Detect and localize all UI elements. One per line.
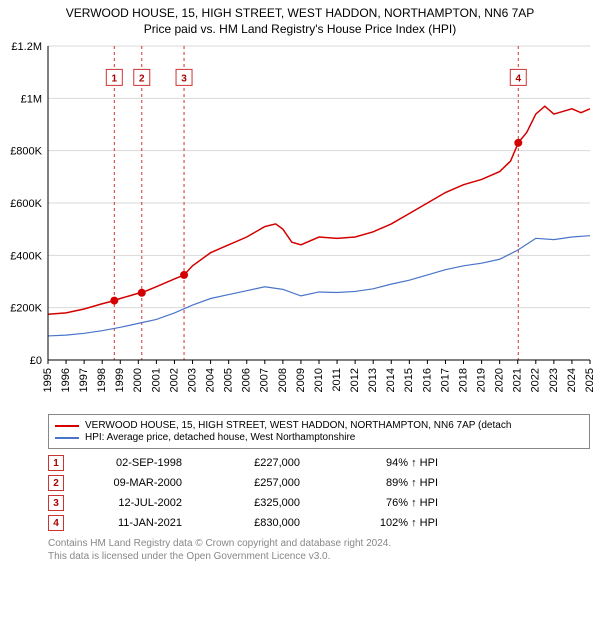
transactions-table: 1 02-SEP-1998 £227,000 94% ↑ HPI 2 09-MAR-200… bbox=[48, 455, 590, 531]
svg-text:4: 4 bbox=[515, 73, 521, 84]
price-hpi-chart: £0 £200K £400K £600K £800K £1M £1.2M 1995 1996 19… bbox=[0, 40, 600, 410]
svg-text:1998: 1998 bbox=[96, 368, 108, 392]
footer-line-2: This data is licensed under the Open Gov… bbox=[48, 550, 590, 563]
svg-text:1: 1 bbox=[112, 73, 118, 84]
transaction-price: £830,000 bbox=[200, 517, 300, 529]
chart-svg: £0 £200K £400K £600K £800K £1M £1.2M 1995 1996 19… bbox=[0, 40, 600, 410]
transaction-row: 4 11-JAN-2021 £830,000 102% ↑ HPI bbox=[48, 515, 590, 531]
legend-swatch bbox=[55, 437, 79, 439]
svg-text:£1.2M: £1.2M bbox=[11, 41, 42, 53]
svg-text:3: 3 bbox=[181, 73, 187, 84]
transaction-price: £257,000 bbox=[200, 477, 300, 489]
svg-text:2000: 2000 bbox=[132, 368, 144, 392]
svg-text:£1M: £1M bbox=[21, 93, 42, 105]
svg-text:2002: 2002 bbox=[168, 368, 180, 392]
svg-text:2011: 2011 bbox=[331, 368, 343, 392]
transaction-pct-vs-hpi: 94% ↑ HPI bbox=[318, 457, 438, 469]
svg-text:2: 2 bbox=[139, 73, 145, 84]
svg-text:2022: 2022 bbox=[530, 368, 542, 392]
svg-text:2010: 2010 bbox=[313, 368, 325, 392]
svg-text:2005: 2005 bbox=[223, 368, 235, 392]
svg-text:1997: 1997 bbox=[78, 368, 90, 392]
svg-text:£600K: £600K bbox=[10, 198, 42, 210]
transaction-row: 1 02-SEP-1998 £227,000 94% ↑ HPI bbox=[48, 455, 590, 471]
title-line-1: VERWOOD HOUSE, 15, HIGH STREET, WEST HAD… bbox=[10, 6, 590, 20]
transaction-price: £325,000 bbox=[200, 497, 300, 509]
legend-item: HPI: Average price, detached house, West… bbox=[55, 432, 583, 443]
transaction-marker: 4 bbox=[48, 515, 64, 531]
svg-text:2019: 2019 bbox=[476, 368, 488, 392]
svg-text:2013: 2013 bbox=[367, 368, 379, 392]
svg-text:£400K: £400K bbox=[10, 250, 42, 262]
svg-text:2025: 2025 bbox=[584, 368, 596, 392]
transaction-price: £227,000 bbox=[200, 457, 300, 469]
chart-titles: VERWOOD HOUSE, 15, HIGH STREET, WEST HAD… bbox=[0, 0, 600, 40]
svg-text:2014: 2014 bbox=[385, 368, 397, 392]
svg-text:£800K: £800K bbox=[10, 146, 42, 158]
title-line-2: Price paid vs. HM Land Registry's House … bbox=[10, 22, 590, 36]
svg-text:2023: 2023 bbox=[548, 368, 560, 392]
svg-text:2016: 2016 bbox=[421, 368, 433, 392]
svg-text:1996: 1996 bbox=[60, 368, 72, 392]
legend-label: VERWOOD HOUSE, 15, HIGH STREET, WEST HAD… bbox=[85, 420, 511, 431]
footer-line-1: Contains HM Land Registry data © Crown c… bbox=[48, 537, 590, 550]
svg-text:2024: 2024 bbox=[566, 368, 578, 392]
transaction-date: 11-JAN-2021 bbox=[82, 517, 182, 529]
svg-text:2020: 2020 bbox=[494, 368, 506, 392]
svg-text:2001: 2001 bbox=[150, 368, 162, 392]
transaction-date: 02-SEP-1998 bbox=[82, 457, 182, 469]
svg-text:2015: 2015 bbox=[403, 368, 415, 392]
svg-text:2012: 2012 bbox=[349, 368, 361, 392]
transaction-row: 3 12-JUL-2002 £325,000 76% ↑ HPI bbox=[48, 495, 590, 511]
svg-text:2017: 2017 bbox=[439, 368, 451, 392]
transaction-marker: 3 bbox=[48, 495, 64, 511]
transaction-pct-vs-hpi: 76% ↑ HPI bbox=[318, 497, 438, 509]
svg-text:£0: £0 bbox=[30, 355, 42, 367]
svg-text:2008: 2008 bbox=[277, 368, 289, 392]
svg-text:2009: 2009 bbox=[295, 368, 307, 392]
svg-text:1995: 1995 bbox=[42, 368, 54, 392]
svg-text:1999: 1999 bbox=[114, 368, 126, 392]
transaction-pct-vs-hpi: 102% ↑ HPI bbox=[318, 517, 438, 529]
transaction-row: 2 09-MAR-2000 £257,000 89% ↑ HPI bbox=[48, 475, 590, 491]
legend: VERWOOD HOUSE, 15, HIGH STREET, WEST HAD… bbox=[48, 414, 590, 449]
svg-text:2003: 2003 bbox=[186, 368, 198, 392]
transaction-marker: 2 bbox=[48, 475, 64, 491]
svg-text:2021: 2021 bbox=[512, 368, 524, 392]
legend-label: HPI: Average price, detached house, West… bbox=[85, 432, 355, 443]
transaction-marker: 1 bbox=[48, 455, 64, 471]
svg-text:2007: 2007 bbox=[259, 368, 271, 392]
transaction-date: 09-MAR-2000 bbox=[82, 477, 182, 489]
svg-text:2018: 2018 bbox=[457, 368, 469, 392]
svg-text:2006: 2006 bbox=[241, 368, 253, 392]
legend-item: VERWOOD HOUSE, 15, HIGH STREET, WEST HAD… bbox=[55, 420, 583, 431]
transaction-pct-vs-hpi: 89% ↑ HPI bbox=[318, 477, 438, 489]
footer-attribution: Contains HM Land Registry data © Crown c… bbox=[48, 537, 590, 563]
svg-text:2004: 2004 bbox=[205, 368, 217, 392]
legend-swatch bbox=[55, 425, 79, 427]
transaction-date: 12-JUL-2002 bbox=[82, 497, 182, 509]
svg-text:£200K: £200K bbox=[10, 303, 42, 315]
